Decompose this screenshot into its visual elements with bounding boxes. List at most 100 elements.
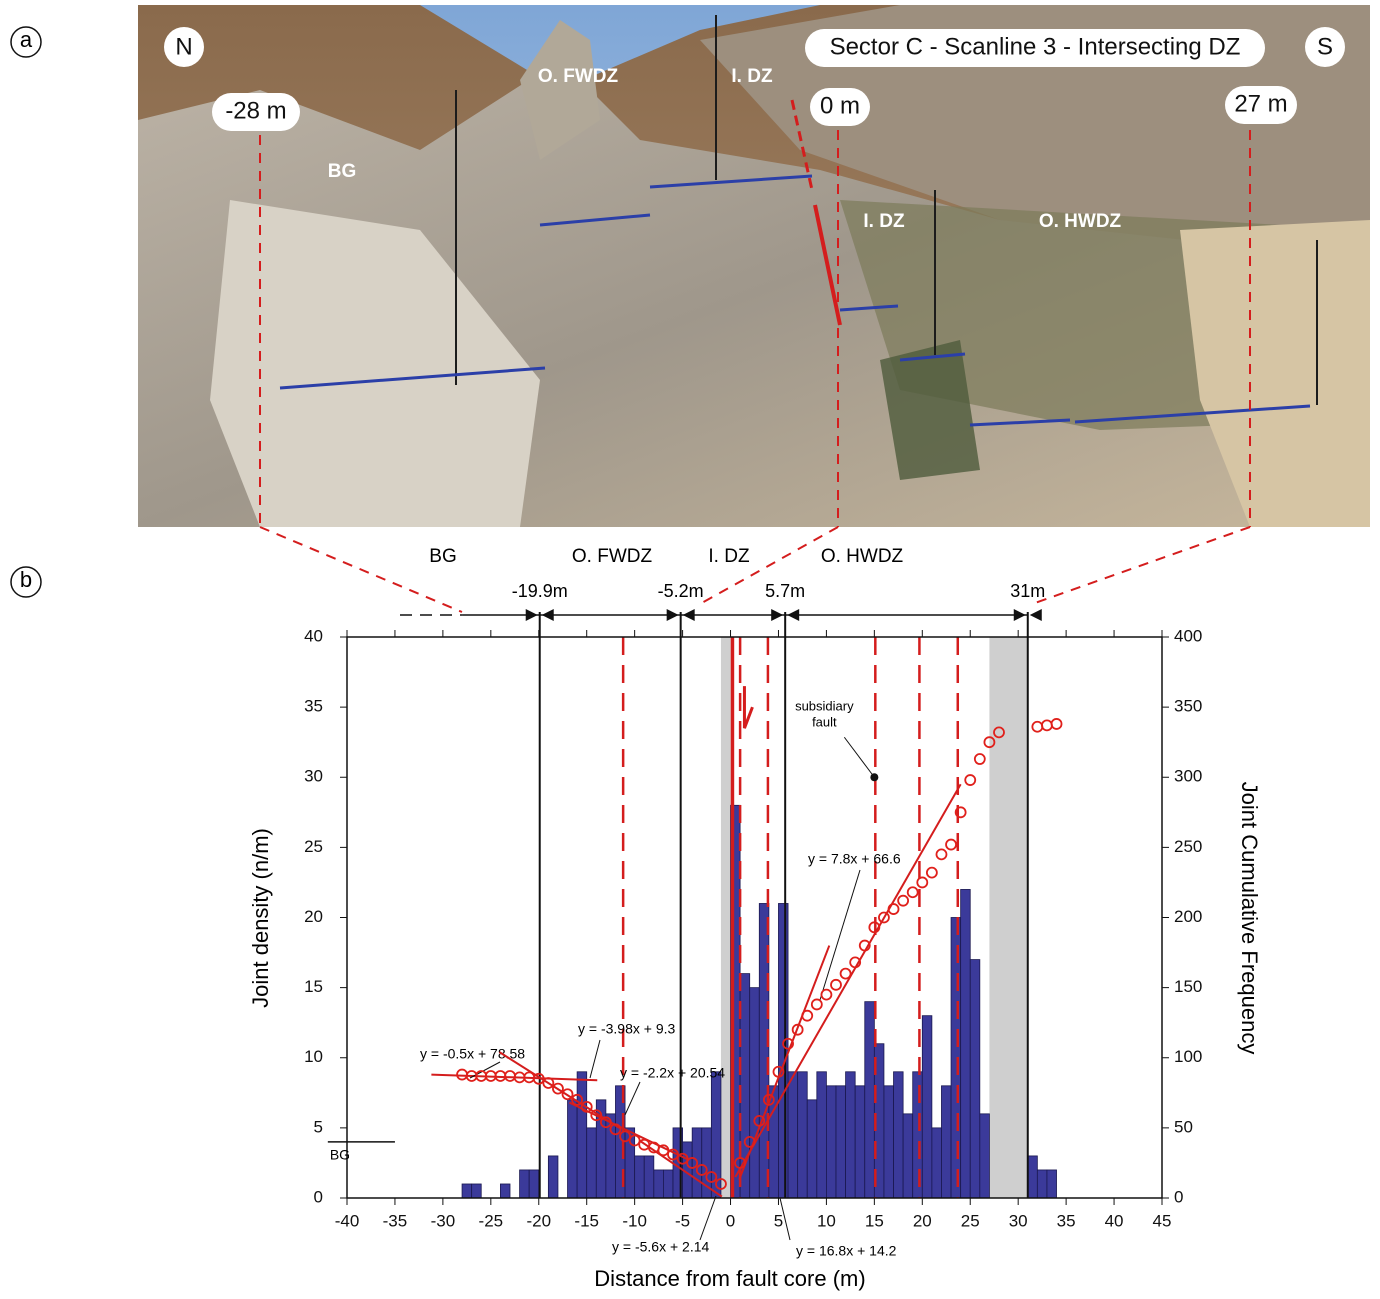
y2-tick-label: 300	[1174, 767, 1202, 786]
bar	[807, 1100, 817, 1198]
zone-label: O. HWDZ	[1039, 211, 1122, 232]
south-label: S	[1317, 33, 1333, 60]
cumulative-point	[908, 887, 918, 897]
bar	[836, 1086, 846, 1198]
panel-label: a	[20, 27, 33, 52]
bar	[941, 1086, 951, 1198]
cumulative-point	[975, 754, 985, 764]
bar	[846, 1072, 856, 1198]
y2-tick-label: 0	[1174, 1187, 1183, 1206]
marker-label: -28 m	[225, 97, 286, 124]
y-tick-label: 0	[314, 1187, 323, 1206]
y-axis-label: Joint density (n/m)	[248, 828, 273, 1008]
cumulative-point	[917, 877, 927, 887]
bar	[951, 918, 961, 1199]
y2-tick-label: 100	[1174, 1047, 1202, 1066]
bar	[654, 1170, 664, 1198]
x-tick-label: 0	[726, 1211, 735, 1230]
fault-arrow	[744, 686, 752, 728]
cumulative-point	[802, 1011, 812, 1021]
bar	[644, 1156, 654, 1198]
y2-tick-label: 200	[1174, 907, 1202, 926]
x-tick-label: -40	[335, 1211, 360, 1230]
y2-tick-label: 150	[1174, 977, 1202, 996]
bar	[980, 1114, 990, 1198]
bar	[520, 1170, 530, 1198]
y2-tick-label: 50	[1174, 1117, 1193, 1136]
cumulative-point	[946, 840, 956, 850]
bar	[500, 1184, 510, 1198]
marker-label: 27 m	[1234, 90, 1287, 117]
boundary-label: 31m	[1010, 581, 1045, 601]
x-tick-label: -30	[431, 1211, 456, 1230]
cumulative-point	[1032, 722, 1042, 732]
bar	[865, 1002, 875, 1198]
bar	[568, 1100, 578, 1198]
cumulative-point	[841, 969, 851, 979]
bar	[1028, 1156, 1038, 1198]
leader-line	[700, 1196, 716, 1240]
bar	[826, 1086, 836, 1198]
x-tick-label: 15	[865, 1211, 884, 1230]
cumulative-point	[1052, 719, 1062, 729]
bar	[788, 1072, 798, 1198]
x-tick-label: -15	[574, 1211, 599, 1230]
cumulative-point	[927, 868, 937, 878]
subsidiary-fault-label: subsidiary	[795, 699, 854, 714]
cumulative-point	[1042, 720, 1052, 730]
subsidiary-fault-label: fault	[812, 715, 837, 730]
boundary-label: -5.2m	[658, 581, 704, 601]
bar	[884, 1086, 894, 1198]
x-tick-label: 25	[961, 1211, 980, 1230]
bar	[913, 1072, 923, 1198]
x-tick-label: -20	[526, 1211, 551, 1230]
fit-label: y = -2.2x + 20.54	[620, 1065, 725, 1081]
bar	[529, 1170, 539, 1198]
x-tick-label: -25	[479, 1211, 504, 1230]
bg-label: BG	[330, 1147, 350, 1163]
bar	[817, 1072, 827, 1198]
bar	[1047, 1170, 1057, 1198]
leader-line	[625, 1082, 640, 1115]
zone-label: I. DZ	[863, 211, 905, 232]
x-tick-label: 40	[1105, 1211, 1124, 1230]
cumulative-point	[898, 896, 908, 906]
x-tick-label: -5	[675, 1211, 690, 1230]
fit-label: y = 16.8x + 14.2	[796, 1243, 897, 1259]
bar	[1037, 1170, 1047, 1198]
x-tick-label: 30	[1009, 1211, 1028, 1230]
bar	[635, 1156, 645, 1198]
x-tick-label: 5	[774, 1211, 783, 1230]
leader-line	[590, 1040, 600, 1078]
bar	[894, 1072, 904, 1198]
figure: N S Sector C - Scanline 3 - Intersecting…	[0, 0, 1380, 1294]
bar	[548, 1156, 558, 1198]
bar	[855, 1086, 865, 1198]
y-tick-label: 20	[304, 907, 323, 926]
cumulative-point	[936, 849, 946, 859]
bar	[932, 1128, 942, 1198]
zone-label: I. DZ	[708, 546, 750, 567]
y-tick-label: 15	[304, 977, 323, 996]
leader-line	[844, 737, 874, 777]
x-tick-label: -10	[622, 1211, 647, 1230]
cumulative-point	[812, 999, 822, 1009]
gray-band	[989, 637, 1027, 1198]
x-tick-label: 10	[817, 1211, 836, 1230]
y-tick-label: 30	[304, 767, 323, 786]
y-tick-label: 10	[304, 1047, 323, 1066]
y-tick-label: 5	[314, 1117, 323, 1136]
bar	[577, 1072, 587, 1198]
y-tick-label: 40	[304, 626, 323, 645]
zone-label: O. FWDZ	[572, 546, 653, 567]
y-tick-label: 35	[304, 697, 323, 716]
bar	[472, 1184, 482, 1198]
bar	[663, 1170, 673, 1198]
cumulative-point	[831, 980, 841, 990]
panel-label: b	[20, 567, 32, 592]
zone-label: O. FWDZ	[538, 66, 619, 87]
zone-label: I. DZ	[731, 66, 773, 87]
bar	[903, 1114, 913, 1198]
bar	[750, 988, 760, 1198]
bar	[922, 1016, 932, 1198]
